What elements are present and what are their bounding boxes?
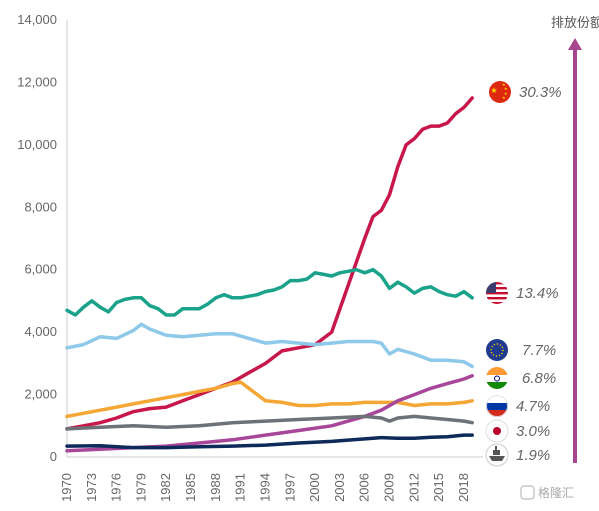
- y-tick-label: 10,000: [17, 137, 57, 152]
- share-label-india: 6.8%: [522, 370, 556, 387]
- svg-text:★: ★: [504, 91, 508, 96]
- x-tick-label: 1982: [158, 473, 173, 502]
- japan-flag-icon: [485, 419, 509, 443]
- x-tick-label: 1979: [133, 473, 148, 502]
- y-tick-label: 2,000: [24, 387, 57, 402]
- y-tick-label: 6,000: [24, 262, 57, 277]
- x-tick-label: 1997: [282, 473, 297, 502]
- watermark: 格隆汇: [520, 485, 574, 500]
- x-tick-label: 1970: [59, 473, 74, 502]
- series-line-japan: [65, 414, 474, 431]
- series-line-india: [65, 380, 474, 419]
- x-tick-label: 1994: [257, 473, 272, 502]
- series-line-ship: [65, 433, 474, 450]
- x-tick-label: 2012: [406, 473, 421, 502]
- svg-text:★: ★: [502, 82, 506, 87]
- x-tick-label: 2018: [456, 473, 471, 502]
- y-tick-label: 14,000: [17, 12, 57, 27]
- x-tick-label: 1976: [109, 473, 124, 502]
- y-tick-label: 4,000: [24, 324, 57, 339]
- y-tick-label: 0: [50, 449, 57, 464]
- share-label-russia: 4.7%: [516, 398, 550, 415]
- share-label-shipping: 1.9%: [516, 447, 550, 464]
- x-tick-label: 1991: [233, 473, 248, 502]
- usa-flag-icon: [486, 282, 508, 304]
- x-tick-label: 2003: [332, 473, 347, 502]
- eu-flag-icon: [486, 339, 508, 361]
- russia-flag-icon: [486, 395, 508, 417]
- x-tick-label: 1985: [183, 473, 198, 502]
- share-label-usa: 13.4%: [516, 285, 559, 302]
- share-axis-title: 排放份额: [551, 16, 599, 31]
- svg-text:★: ★: [504, 86, 508, 91]
- x-tick-label: 1973: [84, 473, 99, 502]
- svg-text:★: ★: [502, 95, 506, 100]
- share-arrow-head: [568, 38, 582, 50]
- india-flag-icon: [486, 367, 508, 389]
- svg-text:★: ★: [490, 86, 497, 95]
- ship-icon: [485, 443, 509, 467]
- y-tick-label: 12,000: [17, 74, 57, 89]
- share-label-china: 30.3%: [519, 84, 562, 101]
- x-tick-label: 2006: [357, 473, 372, 502]
- china-flag-icon: ★ ★ ★ ★ ★: [489, 81, 511, 103]
- watermark-text: 格隆汇: [538, 485, 574, 500]
- x-tick-label: 2000: [307, 473, 322, 502]
- x-tick-label: 2009: [382, 473, 397, 502]
- share-label-japan: 3.0%: [516, 423, 550, 440]
- y-tick-label: 8,000: [24, 199, 57, 214]
- share-label-eu: 7.7%: [522, 342, 556, 359]
- x-tick-label: 1988: [208, 473, 223, 502]
- series-line-eu: [65, 322, 474, 369]
- series-line-usa: [65, 267, 474, 317]
- x-tick-label: 2015: [431, 473, 446, 502]
- series-line-china: [65, 96, 474, 431]
